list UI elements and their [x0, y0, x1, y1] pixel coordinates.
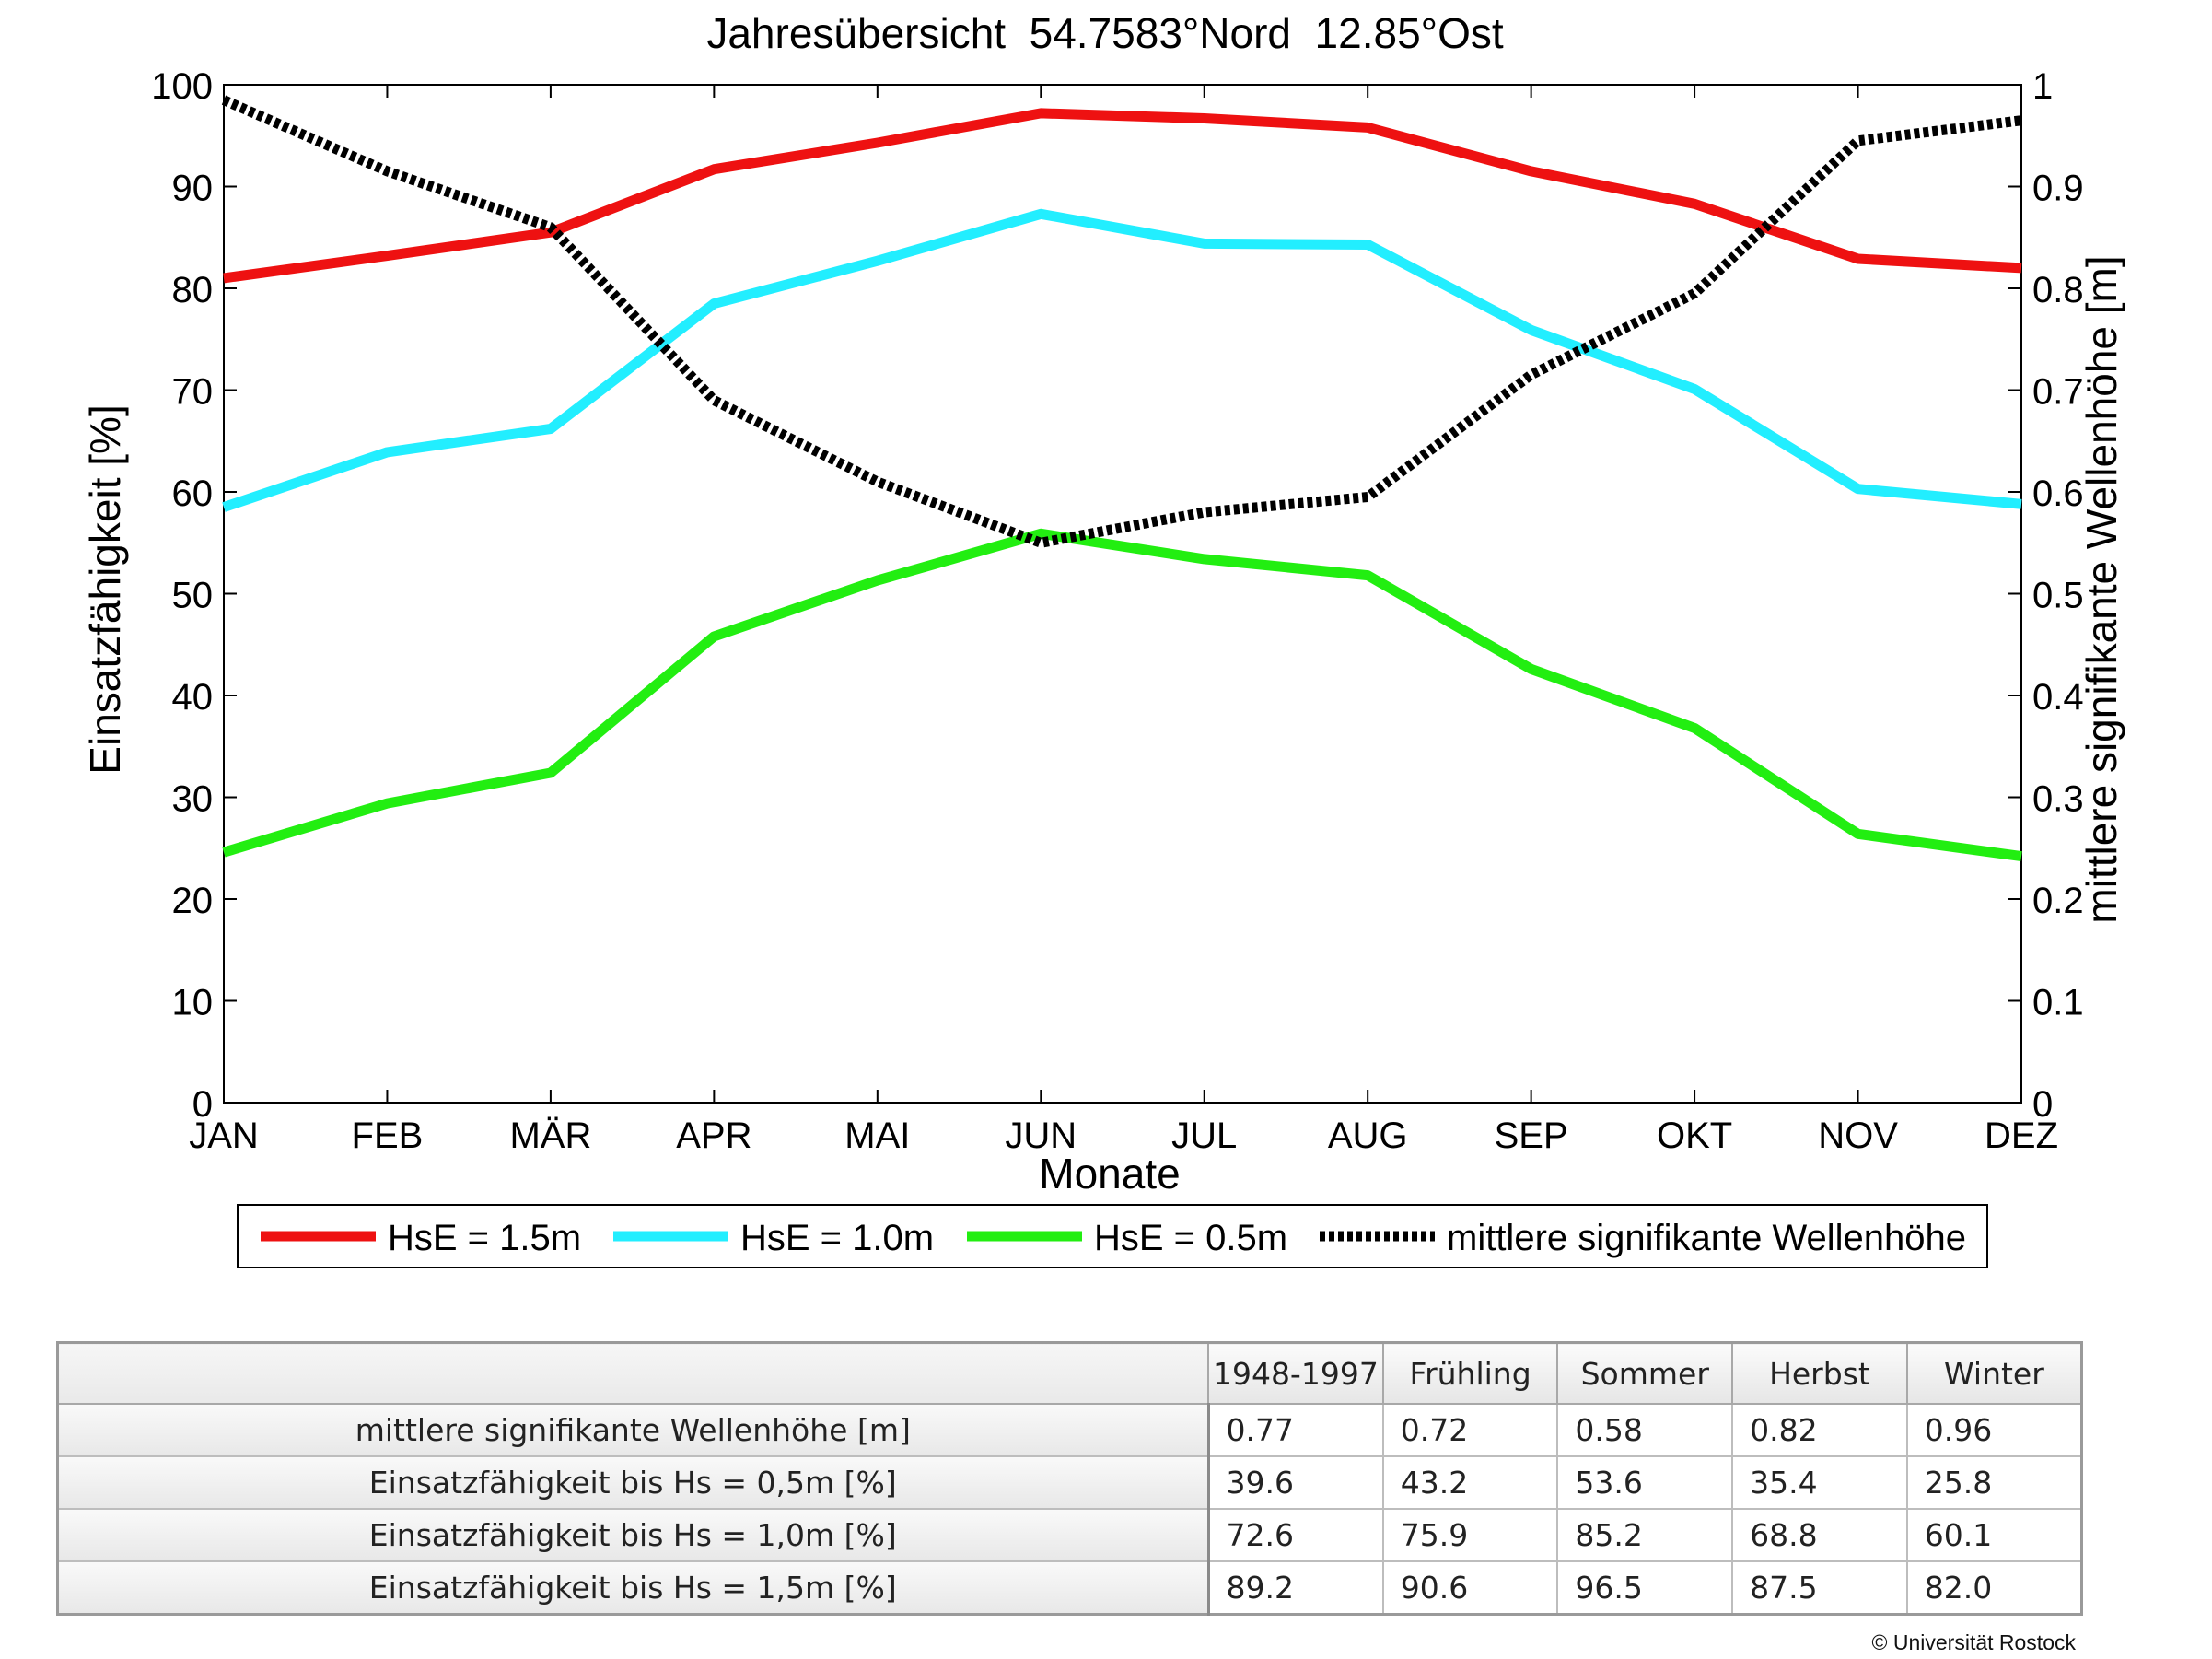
y-right-tick-label: 0.9 — [2032, 169, 2084, 209]
y-left-tick-label: 60 — [172, 473, 214, 514]
table-cell: 25.8 — [1905, 1455, 2083, 1510]
x-tick-label: OKT — [1657, 1116, 1732, 1156]
table-cell: 82.0 — [1905, 1560, 2083, 1616]
y-right-tick-label: 0.1 — [2032, 983, 2084, 1023]
y-right-tick-label: 0.4 — [2032, 677, 2084, 718]
chart-title: Jahresübersicht 54.7583°Nord 12.85°Ost — [706, 9, 1504, 57]
x-tick-label: JAN — [189, 1116, 259, 1156]
table-cell: 0.96 — [1905, 1403, 2083, 1457]
table-cell: 0.77 — [1207, 1403, 1384, 1457]
table-row: Einsatzfähigkeit bis Hs = 1,0m [%] 72.6 … — [56, 1508, 2083, 1562]
column-header[interactable]: 1948-1997 — [1207, 1341, 1384, 1405]
x-tick-label: SEP — [1495, 1116, 1568, 1156]
y-left-tick-label: 80 — [172, 270, 214, 310]
y-right-tick-label: 0 — [2032, 1084, 2053, 1125]
table-cell: 0.72 — [1381, 1403, 1559, 1457]
y-left-tick-label: 30 — [172, 779, 214, 820]
table-row: mittlere signifikante Wellenhöhe [m] 0.7… — [56, 1403, 2083, 1457]
x-tick-label: JUL — [1171, 1116, 1237, 1156]
chart: Jahresübersicht 54.7583°Nord 12.85°Ost 0… — [81, 9, 2125, 1268]
table-cell: 90.6 — [1381, 1560, 1559, 1616]
x-axis-label: Monate — [1039, 1150, 1180, 1198]
column-header[interactable]: Sommer — [1556, 1341, 1734, 1405]
legend-label: HsE = 1.5m — [388, 1218, 581, 1258]
y-right-tick-label: 0.3 — [2032, 779, 2084, 820]
series-line-hse-1-5m — [223, 108, 2022, 284]
row-header[interactable]: mittlere signifikante Wellenhöhe [m] — [56, 1403, 1210, 1457]
row-header[interactable]: Einsatzfähigkeit bis Hs = 1,0m [%] — [56, 1508, 1210, 1562]
table-corner-cell — [56, 1341, 1210, 1405]
table-cell: 60.1 — [1905, 1508, 2083, 1562]
legend-label: mittlere signifikante Wellenhöhe — [1447, 1218, 1966, 1258]
table-cell: 35.4 — [1731, 1455, 1908, 1510]
statistics-table: 1948-1997 Frühling Sommer Herbst Winter … — [56, 1341, 2083, 1616]
column-header[interactable]: Frühling — [1381, 1341, 1559, 1405]
y-axis-left-label: Einsatzfähigkeit [%] — [81, 404, 129, 774]
series-line-hse-0-5m — [222, 528, 2022, 862]
table-cell: 68.8 — [1731, 1508, 1908, 1562]
x-tick-label: DEZ — [1985, 1116, 2058, 1156]
table-cell: 72.6 — [1207, 1508, 1384, 1562]
table-row: Einsatzfähigkeit bis Hs = 0,5m [%] 39.6 … — [56, 1455, 2083, 1510]
table-header-row: 1948-1997 Frühling Sommer Herbst Winter — [56, 1341, 2083, 1405]
y-left-tick-label: 10 — [172, 983, 214, 1023]
x-tick-label: NOV — [1818, 1116, 1898, 1156]
x-tick-label: AUG — [1328, 1116, 1408, 1156]
legend-label: HsE = 0.5m — [1094, 1218, 1287, 1258]
column-header[interactable]: Winter — [1905, 1341, 2083, 1405]
y-right-tick-label: 0.8 — [2032, 270, 2084, 310]
table-cell: 0.58 — [1556, 1403, 1734, 1457]
row-header[interactable]: Einsatzfähigkeit bis Hs = 0,5m [%] — [56, 1455, 1210, 1510]
y-left-tick-label: 90 — [172, 169, 214, 209]
series-line-hse-1-0m — [222, 208, 2022, 512]
x-tick-label: JUN — [1005, 1116, 1077, 1156]
plot-area — [223, 84, 2022, 1104]
y-left-tick-label: 20 — [172, 881, 214, 921]
x-tick-label: FEB — [352, 1116, 424, 1156]
table-cell: 96.5 — [1556, 1560, 1734, 1616]
x-tick-label: APR — [676, 1116, 751, 1156]
y-right-tick-label: 0.5 — [2032, 576, 2084, 616]
y-right-tick-label: 0.2 — [2032, 881, 2084, 921]
table-cell: 85.2 — [1556, 1508, 1734, 1562]
table-row: Einsatzfähigkeit bis Hs = 1,5m [%] 89.2 … — [56, 1560, 2083, 1616]
y-left-tick-label: 40 — [172, 677, 214, 718]
table-cell: 39.6 — [1207, 1455, 1384, 1510]
copyright-notice: © Universität Rostock — [1871, 1630, 2076, 1654]
legend-box — [237, 1204, 1988, 1268]
row-header[interactable]: Einsatzfähigkeit bis Hs = 1,5m [%] — [56, 1560, 1210, 1616]
legend: HsE = 1.5m HsE = 1.0m HsE = 0.5m mittlere s… — [237, 1204, 1988, 1268]
x-tick-label: MAI — [844, 1116, 910, 1156]
table-cell: 89.2 — [1207, 1560, 1384, 1616]
y-right-tick-label: 1 — [2032, 66, 2053, 107]
table-cell: 53.6 — [1556, 1455, 1734, 1510]
y-right-tick-label: 0.7 — [2032, 372, 2084, 413]
y-axis-right-label: mittlere signifikante Wellenhöhe [m] — [2078, 255, 2125, 923]
y-left-tick-label: 50 — [172, 576, 214, 616]
y-left-tick-label: 0 — [192, 1084, 213, 1125]
y-left-tick-label: 70 — [172, 372, 214, 413]
table-cell: 0.82 — [1731, 1403, 1908, 1457]
table-cell: 87.5 — [1731, 1560, 1908, 1616]
x-tick-label: MÄR — [509, 1116, 591, 1156]
table-cell: 43.2 — [1381, 1455, 1559, 1510]
column-header[interactable]: Herbst — [1731, 1341, 1908, 1405]
y-right-tick-label: 0.6 — [2032, 473, 2084, 514]
legend-label: HsE = 1.0m — [740, 1218, 934, 1258]
table-cell: 75.9 — [1381, 1508, 1559, 1562]
y-left-tick-label: 100 — [151, 66, 213, 107]
